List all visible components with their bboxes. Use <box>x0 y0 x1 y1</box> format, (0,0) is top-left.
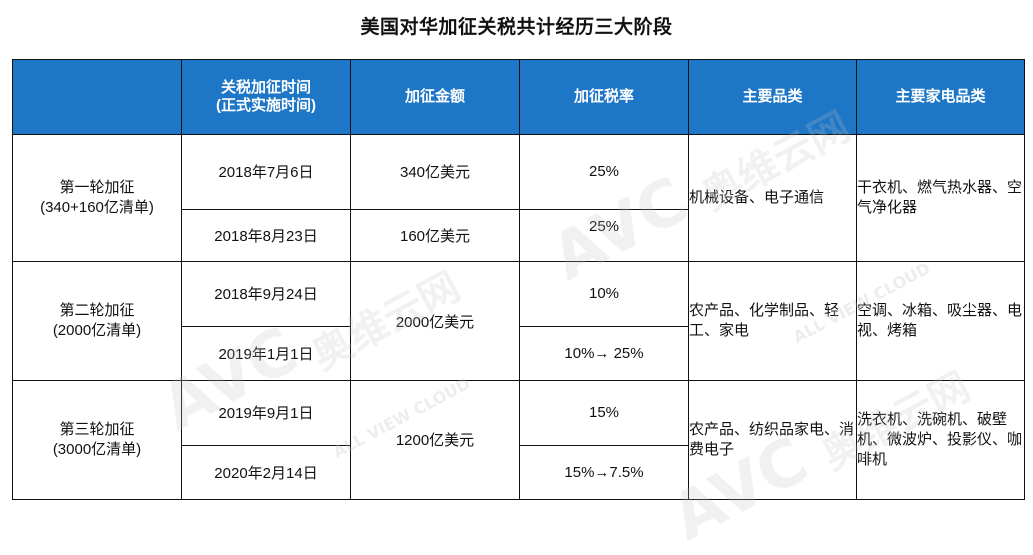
stage-list: (2000亿清单) <box>52 322 142 339</box>
date-cell: 2020年2月14日 <box>181 444 351 500</box>
header-time-line2: (正式实施时间) <box>216 97 316 114</box>
tariff-table: 关税加征时间 (正式实施时间) 加征金额 加征税率 主要品类 主要家电品类 第一… <box>12 59 1025 501</box>
stage-cell-round2: 第二轮加征 (2000亿清单) <box>12 261 182 381</box>
date-cell: 2019年1月1日 <box>181 325 351 381</box>
stage-label: 第一轮加征 <box>59 179 135 197</box>
appliances-cell: 空调、冰箱、吸尘器、电视、烤箱 <box>856 261 1025 381</box>
table-row: 2020年2月14日 15%→7.5% <box>13 444 1025 500</box>
stage-cell-round1: 第一轮加征 (340+160亿清单) <box>12 133 182 263</box>
stage-list: (340+160亿清单) <box>40 199 154 217</box>
stage-cell-round3: 第三轮加征 (3000亿清单) <box>12 379 182 501</box>
appliances-cell: 洗衣机、洗碗机、破壁机、微波炉、投影仪、咖啡机 <box>856 379 1025 501</box>
amount-cell: 1200亿美元 <box>350 379 520 501</box>
rate-cell: 10%→ 25% <box>519 325 689 381</box>
products-cell: 农产品、化学制品、轻工、家电 <box>688 261 857 381</box>
header-stage <box>12 59 182 135</box>
rate-cell: 10% <box>519 261 689 327</box>
appliances-cell: 干衣机、燃气热水器、空气净化器 <box>856 133 1025 263</box>
products-cell: 农产品、纺织品家电、消费电子 <box>688 379 857 501</box>
table-row: 2018年8月23日 160亿美元 25% <box>13 208 1025 263</box>
date-cell: 2019年9月1日 <box>181 379 351 446</box>
rate-cell: 15%→7.5% <box>519 444 689 500</box>
table-row: 2019年1月1日 10%→ 25% <box>13 325 1025 381</box>
date-cell: 2018年9月24日 <box>181 261 351 327</box>
table-row: 第二轮加征 (2000亿清单) 2018年9月24日 2000亿美元 10% 农… <box>12 261 1025 381</box>
date-cell: 2018年8月23日 <box>181 208 351 263</box>
rate-cell: 15% <box>519 379 689 446</box>
stage-label: 第三轮加征 <box>59 420 135 438</box>
header-products: 主要品类 <box>688 59 857 135</box>
header-appliances: 主要家电品类 <box>856 59 1025 135</box>
rate-cell: 25% <box>519 134 689 210</box>
stage-label: 第二轮加征 <box>59 302 135 319</box>
page-title: 美国对华加征关税共计经历三大阶段 <box>360 17 673 38</box>
header-amount: 加征金额 <box>350 59 520 135</box>
rate-cell: 25% <box>519 208 689 263</box>
products-cell: 机械设备、电子通信 <box>688 133 857 263</box>
amount-cell: 160亿美元 <box>350 208 520 263</box>
amount-cell: 2000亿美元 <box>350 261 520 381</box>
table-row: 第一轮加征 (340+160亿清单) 2018年7月6日 340亿美元 25% … <box>12 133 1025 263</box>
date-cell: 2018年7月6日 <box>181 134 351 210</box>
stage-list: (3000亿清单) <box>52 440 142 458</box>
header-rate: 加征税率 <box>519 59 689 135</box>
amount-cell: 340亿美元 <box>350 134 520 210</box>
header-row: 关税加征时间 (正式实施时间) 加征金额 加征税率 主要品类 主要家电品类 <box>12 59 1025 135</box>
header-time: 关税加征时间 (正式实施时间) <box>181 59 351 135</box>
table-row: 第三轮加征 (3000亿清单) 2019年9月1日 1200亿美元 15% 农产… <box>12 379 1025 501</box>
header-time-line1: 关税加征时间 <box>220 79 311 96</box>
